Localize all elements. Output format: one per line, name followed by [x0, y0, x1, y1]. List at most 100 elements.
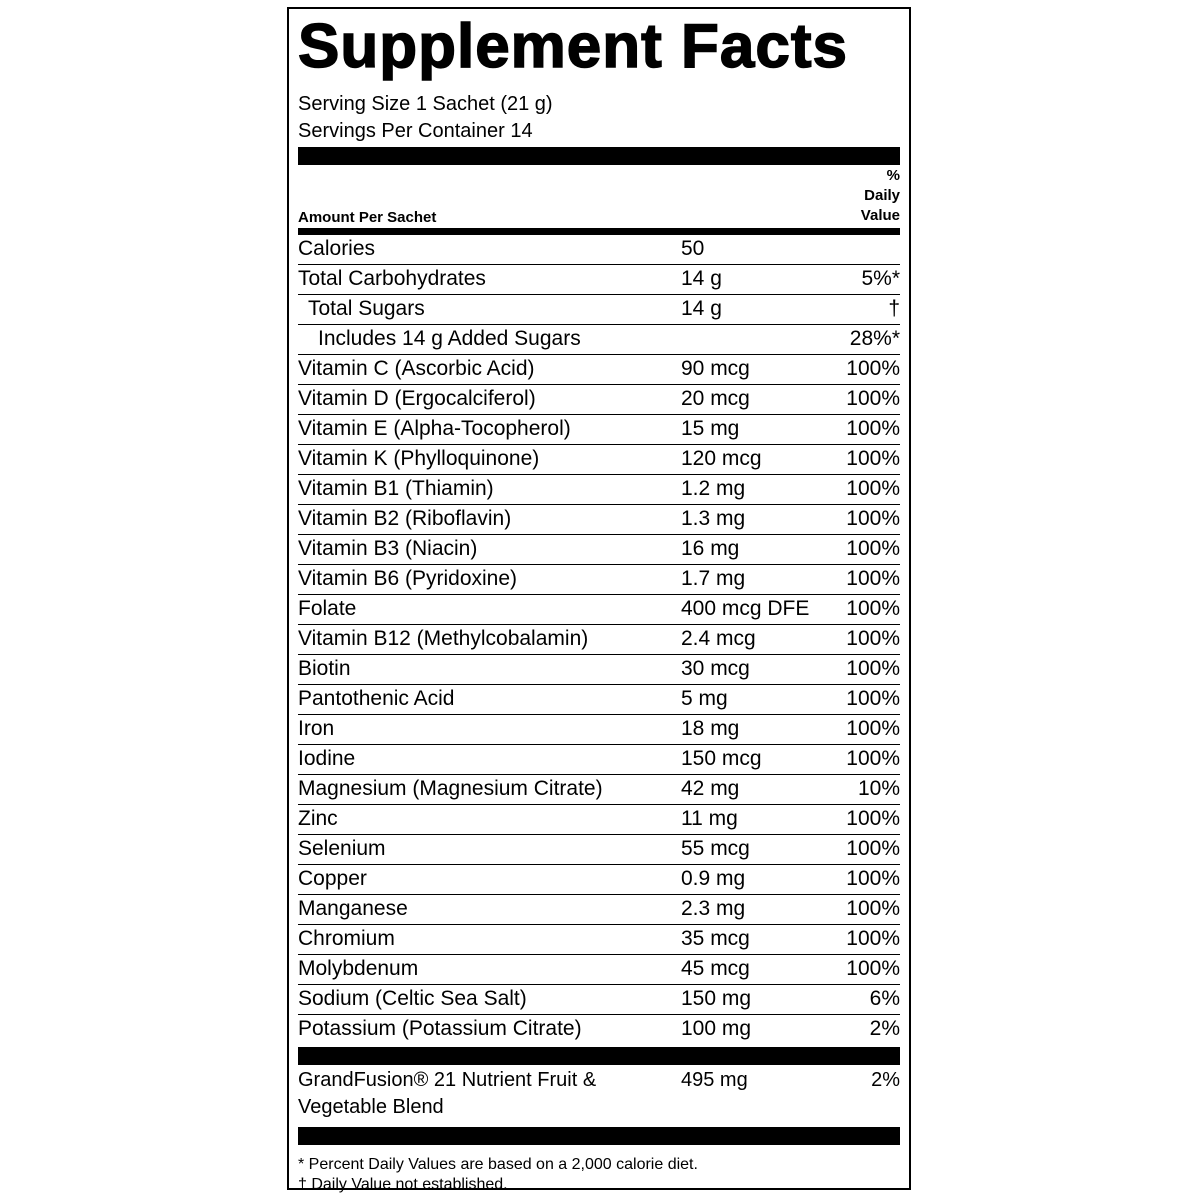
nutrient-amount: 2.3 mg — [681, 897, 746, 920]
divider-bar — [298, 228, 900, 235]
daily-value-header: % Daily Value — [861, 166, 900, 226]
nutrient-row: Copper 0.9 mg 100% — [298, 865, 900, 895]
nutrient-name: Biotin — [298, 657, 351, 680]
blend-name-line: GrandFusion® 21 Nutrient Fruit & — [298, 1069, 597, 1091]
nutrient-amount: 1.3 mg — [681, 507, 746, 530]
nutrient-row: Zinc 11 mg 100% — [298, 805, 900, 835]
nutrient-daily-value: 100% — [846, 897, 900, 920]
nutrient-daily-value: 100% — [846, 717, 900, 740]
nutrient-name: Iodine — [298, 747, 356, 770]
nutrient-row: Vitamin B3 (Niacin) 16 mg 100% — [298, 535, 900, 565]
nutrient-amount: 2.4 mcg — [681, 627, 756, 650]
nutrient-name: Total Sugars — [308, 297, 425, 320]
nutrient-daily-value: 100% — [846, 687, 900, 710]
nutrient-amount: 11 mg — [681, 807, 738, 830]
nutrient-daily-value: 100% — [846, 747, 900, 770]
nutrient-name: Selenium — [298, 837, 386, 860]
nutrient-row: Includes 14 g Added Sugars 28%* — [298, 325, 900, 355]
amount-per-header: Amount Per Sachet — [298, 209, 437, 226]
nutrient-daily-value: † — [888, 297, 900, 320]
nutrient-daily-value: 100% — [846, 657, 900, 680]
footnote: † Daily Value not established. — [298, 1176, 508, 1193]
label-content: Supplement Facts Serving Size 1 Sachet (… — [297, 9, 900, 1195]
nutrient-amount: 100 mg — [681, 1017, 752, 1040]
nutrient-name: Calories — [298, 237, 376, 260]
nutrient-name: Potassium (Potassium Citrate) — [298, 1017, 582, 1040]
daily-value-header-line: % — [886, 167, 900, 184]
nutrient-daily-value: 100% — [846, 837, 900, 860]
nutrient-name: Copper — [298, 867, 367, 890]
nutrient-amount: 150 mg — [681, 987, 752, 1010]
nutrient-amount: 0.9 mg — [681, 867, 746, 890]
nutrient-amount: 55 mcg — [681, 837, 750, 860]
nutrient-daily-value: 100% — [846, 567, 900, 590]
nutrient-daily-value: 100% — [846, 507, 900, 530]
nutrient-row: Biotin 30 mcg 100% — [298, 655, 900, 685]
nutrient-name: Vitamin B1 (Thiamin) — [298, 477, 494, 500]
nutrient-row: Manganese 2.3 mg 100% — [298, 895, 900, 925]
nutrient-row: Vitamin B6 (Pyridoxine) 1.7 mg 100% — [298, 565, 900, 595]
nutrient-amount: 14 g — [681, 297, 722, 320]
nutrient-row: Vitamin B1 (Thiamin) 1.2 mg 100% — [298, 475, 900, 505]
nutrient-name: Vitamin B6 (Pyridoxine) — [298, 567, 518, 590]
nutrient-row: Vitamin D (Ergocalciferol) 20 mcg 100% — [298, 385, 900, 415]
divider-bar — [298, 147, 900, 165]
nutrient-amount: 14 g — [681, 267, 722, 290]
nutrient-amount: 1.2 mg — [681, 477, 746, 500]
nutrient-row: Pantothenic Acid 5 mg 100% — [298, 685, 900, 715]
nutrient-daily-value: 100% — [846, 627, 900, 650]
divider-bar — [298, 1047, 900, 1065]
nutrient-row: Magnesium (Magnesium Citrate) 42 mg 10% — [298, 775, 900, 805]
nutrient-daily-value: 100% — [846, 957, 900, 980]
nutrient-daily-value: 100% — [846, 357, 900, 380]
nutrient-row: Iron 18 mg 100% — [298, 715, 900, 745]
nutrient-amount: 90 mcg — [681, 357, 750, 380]
nutrient-amount: 30 mcg — [681, 657, 750, 680]
column-header: Amount Per Sachet % Daily Value — [298, 165, 900, 228]
nutrient-daily-value: 100% — [846, 537, 900, 560]
nutrient-name: Iron — [298, 717, 335, 740]
divider-bar — [298, 1127, 900, 1145]
nutrient-row: Selenium 55 mcg 100% — [298, 835, 900, 865]
nutrient-name: Vitamin K (Phylloquinone) — [298, 447, 540, 470]
nutrient-row: Total Carbohydrates 14 g 5%* — [298, 265, 900, 295]
nutrient-name: Folate — [298, 597, 357, 620]
nutrient-row: Chromium 35 mcg 100% — [298, 925, 900, 955]
nutrient-amount: 45 mcg — [681, 957, 750, 980]
nutrient-amount: 5 mg — [681, 687, 728, 710]
nutrient-name: Molybdenum — [298, 957, 419, 980]
nutrient-daily-value: 100% — [846, 867, 900, 890]
nutrient-amount: 16 mg — [681, 537, 740, 560]
daily-value-header-line: Daily — [864, 187, 900, 204]
nutrient-row: Vitamin B2 (Riboflavin) 1.3 mg 100% — [298, 505, 900, 535]
daily-value-header-line: Value — [860, 207, 900, 224]
nutrient-row: Vitamin E (Alpha-Tocopherol) 15 mg 100% — [298, 415, 900, 445]
nutrient-daily-value: 100% — [846, 927, 900, 950]
blend-daily-value: 2% — [871, 1069, 900, 1091]
nutrient-rows: Calories 50 Total Carbohydrates 14 g 5%* Tota… — [298, 235, 900, 1045]
footnotes: * Percent Daily Values are based on a 2,… — [298, 1155, 900, 1195]
nutrient-row: Folate 400 mcg DFE 100% — [298, 595, 900, 625]
nutrient-row: Molybdenum 45 mcg 100% — [298, 955, 900, 985]
nutrient-name: Pantothenic Acid — [298, 687, 455, 710]
nutrient-name: Total Carbohydrates — [298, 267, 486, 290]
nutrient-name: Vitamin B12 (Methylcobalamin) — [298, 627, 589, 650]
nutrient-daily-value: 100% — [846, 477, 900, 500]
nutrient-amount: 120 mcg — [681, 447, 762, 470]
nutrient-name: Manganese — [298, 897, 408, 920]
nutrient-name: Magnesium (Magnesium Citrate) — [298, 777, 603, 800]
nutrient-amount: 18 mg — [681, 717, 740, 740]
nutrient-amount: 1.7 mg — [681, 567, 746, 590]
nutrient-daily-value: 100% — [846, 597, 900, 620]
nutrient-row: Vitamin K (Phylloquinone) 120 mcg 100% — [298, 445, 900, 475]
nutrient-name: Vitamin B3 (Niacin) — [298, 537, 478, 560]
nutrient-daily-value: 100% — [846, 807, 900, 830]
blend-name: GrandFusion® 21 Nutrient Fruit & Vegetabl… — [298, 1067, 900, 1121]
nutrient-row: Sodium (Celtic Sea Salt) 150 mg 6% — [298, 985, 900, 1015]
nutrient-name: Chromium — [298, 927, 395, 950]
nutrient-daily-value: 10% — [857, 777, 900, 800]
nutrient-amount: 400 mcg DFE — [681, 597, 810, 620]
blend-row: GrandFusion® 21 Nutrient Fruit & Vegetabl… — [298, 1067, 900, 1125]
nutrient-amount: 15 mg — [681, 417, 740, 440]
nutrient-row: Calories 50 — [298, 235, 900, 265]
